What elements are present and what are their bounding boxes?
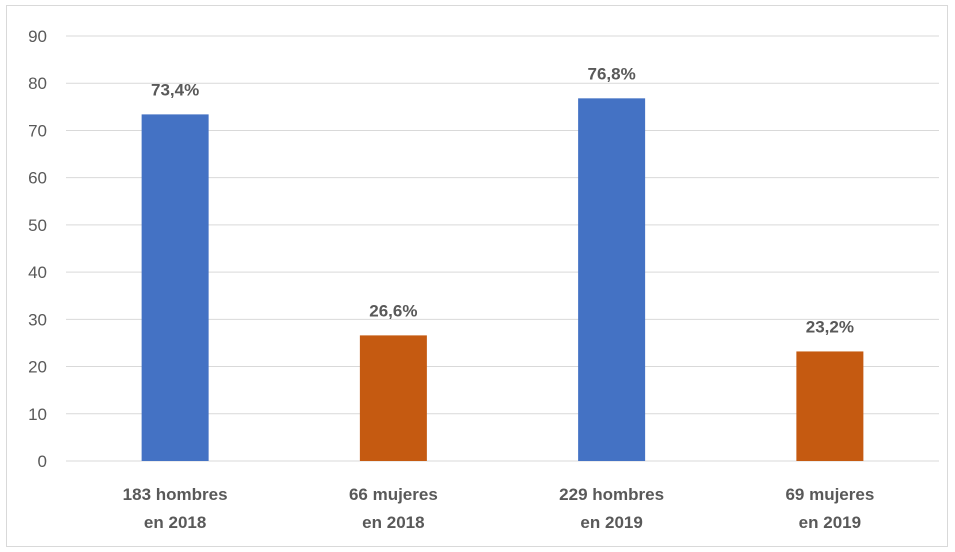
y-tick-label: 60 (28, 169, 47, 188)
y-tick-label: 10 (28, 405, 47, 424)
y-tick-label: 20 (28, 358, 47, 377)
category-label: 229 hombres (559, 485, 664, 504)
data-labels: 73,4% 26,6% 76,8% 23,2% (151, 64, 854, 336)
category-label: 69 mujeres (785, 485, 874, 504)
bar (578, 98, 646, 461)
bars (141, 98, 864, 461)
y-tick-label: 0 (38, 452, 47, 471)
bar (796, 351, 864, 461)
y-tick-label: 70 (28, 121, 47, 140)
x-axis-categories: 183 hombres en 2018 66 mujeres en 2018 229 h… (123, 485, 875, 532)
y-tick-label: 40 (28, 263, 47, 282)
bar (141, 114, 209, 461)
category-label: 66 mujeres (349, 485, 438, 504)
bar (359, 335, 427, 461)
data-label: 23,2% (806, 317, 854, 336)
data-label: 76,8% (588, 64, 636, 83)
data-label: 73,4% (151, 80, 199, 99)
category-label: 183 hombres (123, 485, 228, 504)
category-label: en 2019 (580, 513, 642, 532)
category-label: en 2018 (362, 513, 424, 532)
category-label: en 2018 (144, 513, 206, 532)
y-tick-label: 80 (28, 74, 47, 93)
category-label: en 2019 (799, 513, 861, 532)
y-tick-label: 90 (28, 27, 47, 46)
grid-layer (66, 35, 939, 462)
data-label: 26,6% (369, 301, 417, 320)
y-axis-ticks: 0 10 20 30 40 50 60 70 80 90 (28, 27, 47, 471)
y-tick-label: 30 (28, 310, 47, 329)
y-tick-label: 50 (28, 216, 47, 235)
